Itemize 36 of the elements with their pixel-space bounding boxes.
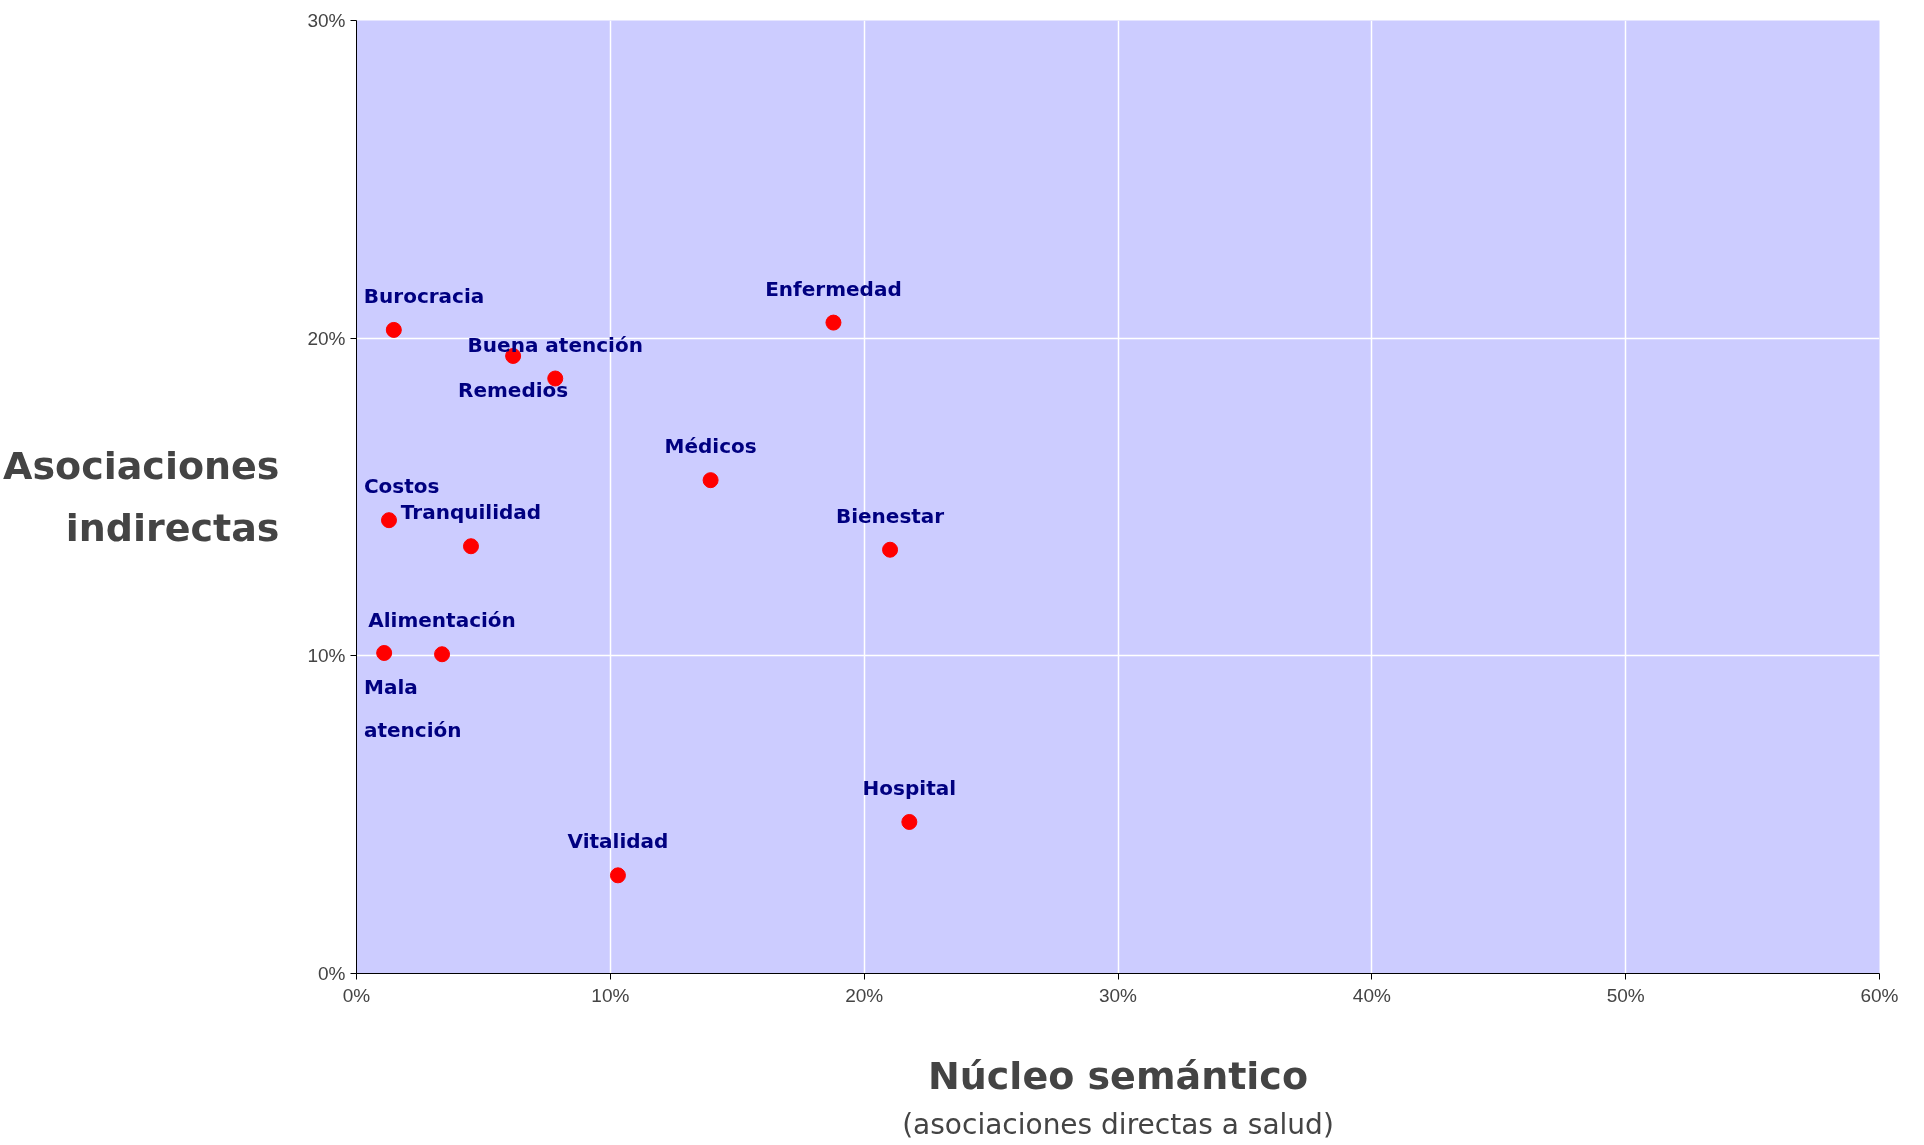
annotation: Alimentación xyxy=(368,608,516,633)
annotation: Médicos xyxy=(664,434,757,459)
x-tick-label: 10% xyxy=(591,984,630,1006)
y-tick-label: 10% xyxy=(307,645,346,667)
point xyxy=(385,321,402,338)
point xyxy=(380,512,397,529)
annotation: Remedios xyxy=(458,377,569,402)
point xyxy=(462,538,479,555)
annotation: Costos xyxy=(363,474,440,499)
point xyxy=(901,813,918,830)
y-tick-label: 20% xyxy=(307,327,346,349)
x-tick-label: 0% xyxy=(342,984,371,1006)
annotation: Mala atención xyxy=(363,674,462,743)
text: (asociaciones directas a salud) xyxy=(902,1107,1334,1141)
y-axis-title: Asociaciones indirectas xyxy=(3,444,280,550)
x-tick-label: 50% xyxy=(1606,984,1645,1006)
x-tick-label: 40% xyxy=(1352,984,1391,1006)
y-tick-label: 0% xyxy=(318,963,346,984)
annotation: Buena atención xyxy=(467,332,643,357)
x-axis-title: Núcleo semántico xyxy=(927,1053,1309,1098)
annotation: Bienestar xyxy=(835,503,945,528)
annotation: Hospital xyxy=(862,775,957,800)
point xyxy=(882,541,899,558)
point xyxy=(825,314,842,331)
point xyxy=(702,472,719,489)
y-tick-label: 30% xyxy=(307,10,346,31)
annotation: Tranquilidad xyxy=(400,500,542,525)
point xyxy=(434,646,451,663)
annotation: Burocracia xyxy=(363,283,485,308)
x-tick-label: 60% xyxy=(1860,984,1899,1006)
point xyxy=(609,867,626,884)
x-tick-label: 20% xyxy=(845,984,884,1006)
annotation: Vitalidad xyxy=(567,829,669,854)
point xyxy=(376,644,393,661)
x-tick-label: 30% xyxy=(1098,984,1138,1006)
annotation: Enfermedad xyxy=(765,276,902,301)
